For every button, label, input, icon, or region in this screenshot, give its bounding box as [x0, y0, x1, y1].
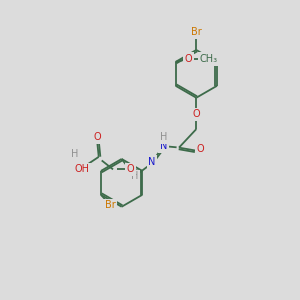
Text: O: O — [184, 54, 192, 64]
Text: CH₃: CH₃ — [200, 54, 217, 64]
Text: N: N — [160, 141, 167, 152]
Text: H: H — [160, 133, 167, 142]
Text: O: O — [93, 132, 101, 142]
Text: Br: Br — [191, 27, 202, 37]
Text: N: N — [148, 157, 156, 167]
Text: O: O — [127, 164, 134, 174]
Text: Br: Br — [104, 200, 115, 210]
Text: O: O — [193, 109, 200, 119]
Text: OH: OH — [74, 164, 89, 174]
Text: H: H — [70, 149, 78, 159]
Text: O: O — [197, 143, 205, 154]
Text: H: H — [131, 171, 139, 181]
